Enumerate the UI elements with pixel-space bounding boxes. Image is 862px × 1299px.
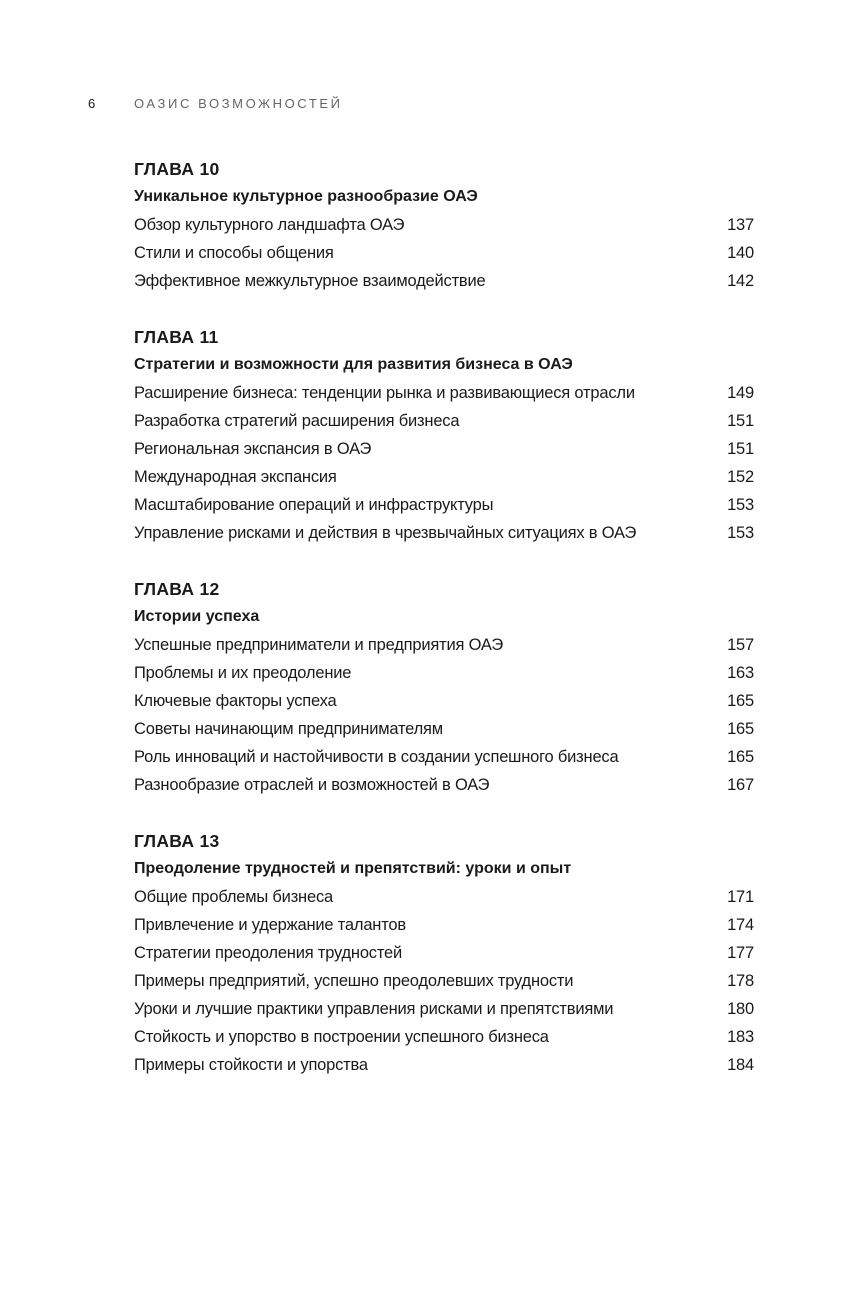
entry-title: Стратегии преодоления трудностей [134,944,403,962]
entry-title: Ключевые факторы успеха [134,692,337,710]
toc-entry: Примеры стойкости и упорства 184 [134,1051,754,1079]
chapter-label: ГЛАВА 12 [134,579,220,599]
toc-entry: Эффективное межкультурное взаимодействие… [134,267,754,295]
entry-page-number: 157 [727,636,754,654]
entry-title: Успешные предприниматели и предприятия О… [134,636,503,654]
chapter-label: ГЛАВА 10 [134,159,220,179]
chapter-title: Уникальное культурное разнообразие ОАЭ [134,188,478,205]
chapter-title: Стратегии и возможности для развития биз… [134,356,573,373]
book-title: ОАЗИС ВОЗМОЖНОСТЕЙ [134,96,343,111]
table-of-contents: ГЛАВА 10 Уникальное культурное разнообраз… [134,155,754,1107]
entry-page-number: 183 [727,1028,754,1046]
entry-title: Примеры стойкости и упорства [134,1056,368,1074]
entry-title: Проблемы и их преодоление [134,664,352,682]
entry-page-number: 165 [727,692,754,710]
entry-page-number: 171 [727,888,754,906]
entry-title: Примеры предприятий, успешно преодолевши… [134,972,574,990]
toc-entry: Общие проблемы бизнеса 171 [134,883,754,911]
entry-page-number: 177 [727,944,754,962]
chapter-label: ГЛАВА 13 [134,831,220,851]
entry-title: Общие проблемы бизнеса [134,888,333,906]
entry-page-number: 142 [727,272,754,290]
entry-page-number: 180 [727,1000,754,1018]
entry-page-number: 137 [727,216,754,234]
entry-title: Обзор культурного ландшафта ОАЭ [134,216,405,234]
chapter-section: ГЛАВА 11 Стратегии и возможности для разв… [134,323,754,547]
toc-entry: Роль инноваций и настойчивости в создани… [134,743,754,771]
entry-page-number: 184 [727,1056,754,1074]
toc-entry: Международная экспансия 152 [134,463,754,491]
entry-page-number: 165 [727,748,754,766]
toc-entry: Стили и способы общения 140 [134,239,754,267]
entry-page-number: 167 [727,776,754,794]
entry-page-number: 152 [727,468,754,486]
running-head: 6 ОАЗИС ВОЗМОЖНОСТЕЙ [0,96,862,116]
entry-title: Привлечение и удержание талантов [134,916,406,934]
entry-title: Роль инноваций и настойчивости в создани… [134,748,619,766]
toc-entry: Стойкость и упорство в построении успешн… [134,1023,754,1051]
toc-entry: Расширение бизнеса: тенденции рынка и ра… [134,379,754,407]
toc-entry: Разработка стратегий расширения бизнеса 1… [134,407,754,435]
toc-entry: Масштабирование операций и инфраструктур… [134,491,754,519]
entry-page-number: 149 [727,384,754,402]
entry-page-number: 153 [727,496,754,514]
toc-entry: Обзор культурного ландшафта ОАЭ 137 [134,211,754,239]
entry-page-number: 140 [727,244,754,262]
entry-page-number: 163 [727,664,754,682]
entry-title: Стойкость и упорство в построении успешн… [134,1028,549,1046]
toc-entry: Проблемы и их преодоление 163 [134,659,754,687]
chapter-section: ГЛАВА 10 Уникальное культурное разнообраз… [134,155,754,295]
toc-entry: Советы начинающим предпринимателям 165 [134,715,754,743]
entry-page-number: 153 [727,524,754,542]
entry-page-number: 151 [727,440,754,458]
entry-title: Стили и способы общения [134,244,334,262]
entry-title: Международная экспансия [134,468,337,486]
entry-page-number: 165 [727,720,754,738]
entry-page-number: 151 [727,412,754,430]
toc-entry: Ключевые факторы успеха 165 [134,687,754,715]
chapter-title: Истории успеха [134,608,260,625]
chapter-section: ГЛАВА 13 Преодоление трудностей и препятс… [134,827,754,1079]
toc-entry: Разнообразие отраслей и возможностей в О… [134,771,754,799]
toc-entry: Стратегии преодоления трудностей 177 [134,939,754,967]
entry-page-number: 178 [727,972,754,990]
entry-page-number: 174 [727,916,754,934]
entry-title: Масштабирование операций и инфраструктур… [134,496,494,514]
chapter-title: Преодоление трудностей и препятствий: ур… [134,860,572,877]
entry-title: Региональная экспансия в ОАЭ [134,440,372,458]
entry-title: Советы начинающим предпринимателям [134,720,443,738]
chapter-section: ГЛАВА 12 Истории успеха Успешные предприни… [134,575,754,799]
entry-title: Разработка стратегий расширения бизнеса [134,412,460,430]
toc-entry: Управление рисками и действия в чрезвыча… [134,519,754,547]
chapter-label: ГЛАВА 11 [134,327,219,347]
page-number: 6 [88,96,96,111]
toc-entry: Уроки и лучшие практики управления риска… [134,995,754,1023]
entry-title: Эффективное межкультурное взаимодействие [134,272,486,290]
toc-entry: Успешные предприниматели и предприятия О… [134,631,754,659]
entry-title: Уроки и лучшие практики управления риска… [134,1000,614,1018]
entry-title: Разнообразие отраслей и возможностей в О… [134,776,490,794]
entry-title: Расширение бизнеса: тенденции рынка и ра… [134,384,635,402]
toc-entry: Привлечение и удержание талантов 174 [134,911,754,939]
entry-title: Управление рисками и действия в чрезвыча… [134,524,637,542]
toc-entry: Региональная экспансия в ОАЭ 151 [134,435,754,463]
toc-entry: Примеры предприятий, успешно преодолевши… [134,967,754,995]
